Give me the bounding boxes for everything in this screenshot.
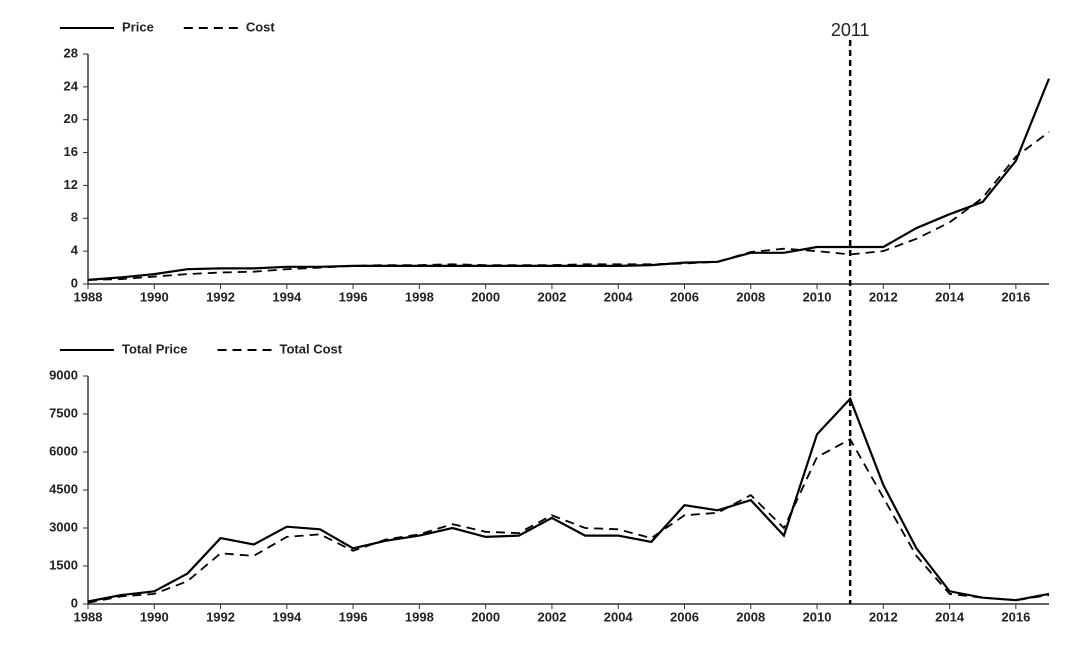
y-tick-label: 8 — [71, 210, 78, 225]
legend-label: Price — [122, 19, 154, 34]
x-tick-label: 2006 — [670, 289, 699, 304]
legend-label: Total Price — [122, 341, 188, 356]
x-tick-label: 1990 — [140, 609, 169, 624]
legend-label: Cost — [246, 19, 276, 34]
reference-label: 2011 — [831, 20, 870, 40]
y-tick-label: 24 — [64, 78, 79, 93]
x-tick-label: 2012 — [869, 609, 898, 624]
x-tick-label: 1992 — [206, 609, 235, 624]
series-line — [87, 131, 1050, 281]
y-tick-label: 16 — [64, 144, 78, 159]
x-tick-label: 1988 — [74, 609, 103, 624]
x-tick-label: 2016 — [1001, 609, 1030, 624]
x-tick-label: 2008 — [736, 289, 765, 304]
series-line — [87, 396, 1050, 603]
y-tick-label: 28 — [64, 45, 78, 60]
y-tick-label: 7500 — [49, 405, 78, 420]
y-tick-label: 4 — [71, 243, 79, 258]
y-tick-label: 6000 — [49, 443, 78, 458]
x-tick-label: 2012 — [869, 289, 898, 304]
x-tick-label: 2010 — [803, 289, 832, 304]
x-tick-label: 2002 — [537, 289, 566, 304]
y-tick-label: 0 — [71, 595, 78, 610]
x-tick-label: 1998 — [405, 609, 434, 624]
y-tick-label: 12 — [64, 177, 78, 192]
x-tick-label: 2014 — [935, 609, 965, 624]
y-tick-label: 20 — [64, 111, 78, 126]
x-tick-label: 2014 — [935, 289, 965, 304]
x-tick-label: 1994 — [272, 289, 302, 304]
x-tick-label: 1996 — [339, 609, 368, 624]
series-line — [87, 438, 1050, 604]
legend-label: Total Cost — [280, 341, 343, 356]
x-tick-label: 1988 — [74, 289, 103, 304]
y-tick-label: 4500 — [49, 481, 78, 496]
x-tick-label: 2000 — [471, 609, 500, 624]
x-tick-label: 2010 — [803, 609, 832, 624]
x-tick-label: 1994 — [272, 609, 302, 624]
y-tick-label: 0 — [71, 275, 78, 290]
x-tick-label: 1998 — [405, 289, 434, 304]
x-tick-label: 1992 — [206, 289, 235, 304]
x-tick-label: 2004 — [604, 289, 634, 304]
x-tick-label: 2000 — [471, 289, 500, 304]
series-line — [87, 78, 1051, 281]
x-tick-label: 2016 — [1001, 289, 1030, 304]
x-tick-label: 1996 — [339, 289, 368, 304]
x-tick-label: 2004 — [604, 609, 634, 624]
y-tick-label: 9000 — [49, 367, 78, 382]
x-tick-label: 2008 — [736, 609, 765, 624]
x-tick-label: 1990 — [140, 289, 169, 304]
x-tick-label: 2002 — [537, 609, 566, 624]
y-tick-label: 3000 — [49, 519, 78, 534]
x-tick-label: 2006 — [670, 609, 699, 624]
y-tick-label: 1500 — [49, 557, 78, 572]
